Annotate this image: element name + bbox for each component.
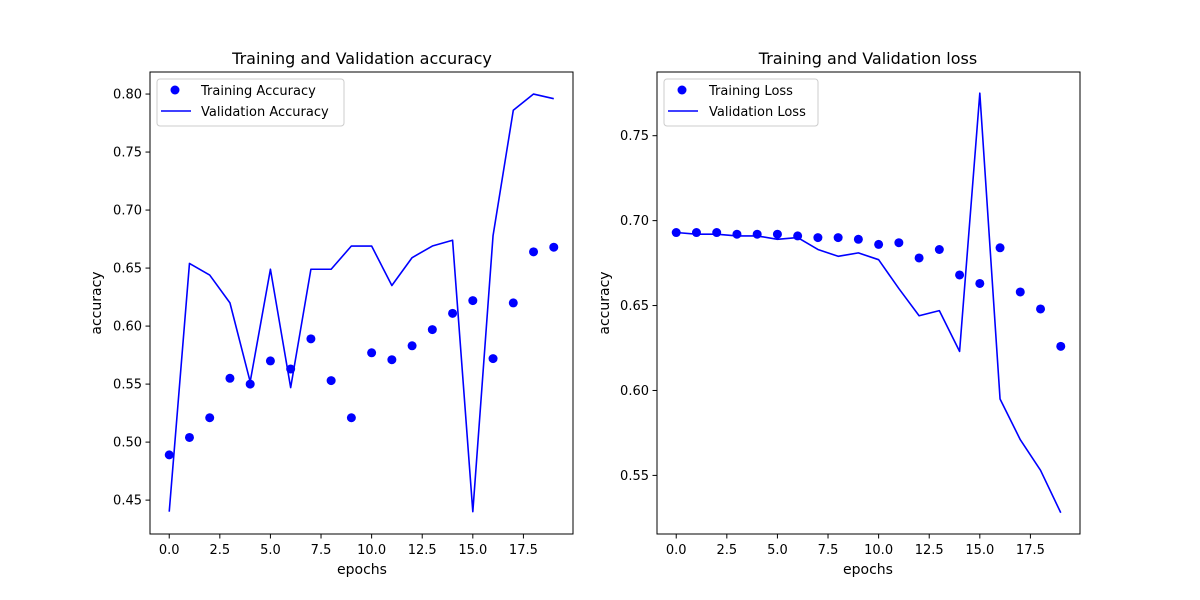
legend-marker-training-loss — [677, 85, 687, 95]
y-tick-label: 0.60 — [620, 384, 649, 399]
training-loss-point — [894, 238, 904, 248]
x-tick-label: 2.5 — [209, 543, 230, 558]
x-tick-label: 12.5 — [408, 543, 437, 558]
legend: Training Loss Validation Loss — [663, 78, 819, 127]
plot-frame — [149, 71, 574, 535]
training-loss-point — [975, 278, 985, 288]
training-accuracy-point — [407, 341, 417, 351]
training-accuracy-point — [488, 354, 498, 364]
training-loss-point — [1015, 287, 1025, 297]
y-tick-label: 0.50 — [113, 436, 142, 451]
y-axis-label: accuracy — [597, 271, 613, 334]
training-accuracy-point — [529, 247, 539, 257]
y-tick-label: 0.80 — [113, 88, 142, 103]
training-loss-point — [772, 229, 782, 239]
x-tick-label: 17.5 — [509, 543, 538, 558]
training-loss-point — [955, 270, 965, 280]
legend-label-training-loss: Training Loss — [708, 84, 793, 99]
training-loss-point — [712, 228, 722, 238]
training-accuracy-point — [205, 413, 215, 423]
training-accuracy-point — [265, 356, 275, 366]
training-loss-point — [1056, 341, 1066, 351]
x-tick-label: 7.5 — [818, 543, 839, 558]
training-loss-point — [934, 244, 944, 254]
training-accuracy-point — [508, 298, 518, 308]
training-accuracy-point — [184, 432, 194, 442]
training-accuracy-point — [549, 242, 559, 252]
x-axis-label: epochs — [337, 562, 387, 578]
training-loss-point — [914, 253, 924, 263]
training-loss-point — [833, 233, 843, 243]
x-tick-label: 5.0 — [767, 543, 788, 558]
chart-title: Training and Validation loss — [758, 49, 977, 68]
validation-loss-line — [676, 92, 1062, 514]
x-tick-label: 10.0 — [864, 543, 893, 558]
x-tick-label: 7.5 — [311, 543, 332, 558]
x-tick-label: 15.0 — [458, 543, 487, 558]
training-loss-point — [813, 233, 823, 243]
validation-accuracy-line — [168, 93, 554, 513]
y-tick-label: 0.70 — [620, 214, 649, 229]
y-tick-label: 0.60 — [113, 320, 142, 335]
y-tick-label: 0.75 — [620, 129, 649, 144]
legend-box — [663, 78, 819, 127]
y-tick-label: 0.65 — [113, 262, 142, 277]
legend-label-training-accuracy: Training Accuracy — [200, 84, 316, 99]
accuracy-chart: Training and Validation accuracy epochs … — [89, 49, 574, 578]
legend-marker-training-accuracy — [170, 85, 180, 95]
training-loss-point — [732, 229, 742, 239]
training-loss-point — [752, 229, 762, 239]
x-tick-label: 15.0 — [965, 543, 994, 558]
training-loss-point — [995, 243, 1005, 253]
legend-box — [156, 78, 345, 127]
training-accuracy-point — [225, 373, 235, 383]
x-tick-label: 17.5 — [1016, 543, 1045, 558]
y-axis-label: accuracy — [89, 271, 105, 334]
training-accuracy-point — [387, 355, 397, 365]
training-accuracy-point — [427, 325, 437, 335]
training-accuracy-point — [326, 376, 336, 386]
training-loss-point — [691, 228, 701, 238]
y-tick-label: 0.45 — [113, 494, 142, 509]
x-tick-label: 10.0 — [357, 543, 386, 558]
training-accuracy-point — [367, 348, 377, 358]
plot-frame — [656, 71, 1081, 535]
y-tick-label: 0.70 — [113, 204, 142, 219]
legend: Training Accuracy Validation Accuracy — [156, 78, 345, 127]
x-tick-label: 12.5 — [915, 543, 944, 558]
loss-chart: Training and Validation loss epochs accu… — [597, 49, 1081, 578]
y-tick-label: 0.75 — [113, 146, 142, 161]
x-axis-label: epochs — [843, 562, 893, 578]
training-accuracy-point — [346, 413, 356, 423]
legend-label-validation-loss: Validation Loss — [709, 105, 806, 120]
x-tick-label: 0.0 — [666, 543, 687, 558]
x-tick-label: 5.0 — [260, 543, 281, 558]
training-loss-point — [853, 234, 863, 244]
training-loss-point — [1036, 304, 1046, 314]
y-tick-label: 0.55 — [113, 378, 142, 393]
x-tick-label: 0.0 — [159, 543, 180, 558]
training-accuracy-point — [245, 379, 255, 389]
training-loss-point — [874, 239, 884, 249]
y-tick-label: 0.55 — [620, 469, 649, 484]
x-tick-label: 2.5 — [716, 543, 737, 558]
y-tick-label: 0.65 — [620, 299, 649, 314]
training-accuracy-point — [448, 308, 458, 318]
chart-title: Training and Validation accuracy — [231, 49, 492, 68]
training-accuracy-point — [306, 334, 316, 344]
legend-label-validation-accuracy: Validation Accuracy — [201, 105, 329, 120]
training-accuracy-point — [468, 296, 478, 306]
training-accuracy-point — [164, 450, 174, 460]
